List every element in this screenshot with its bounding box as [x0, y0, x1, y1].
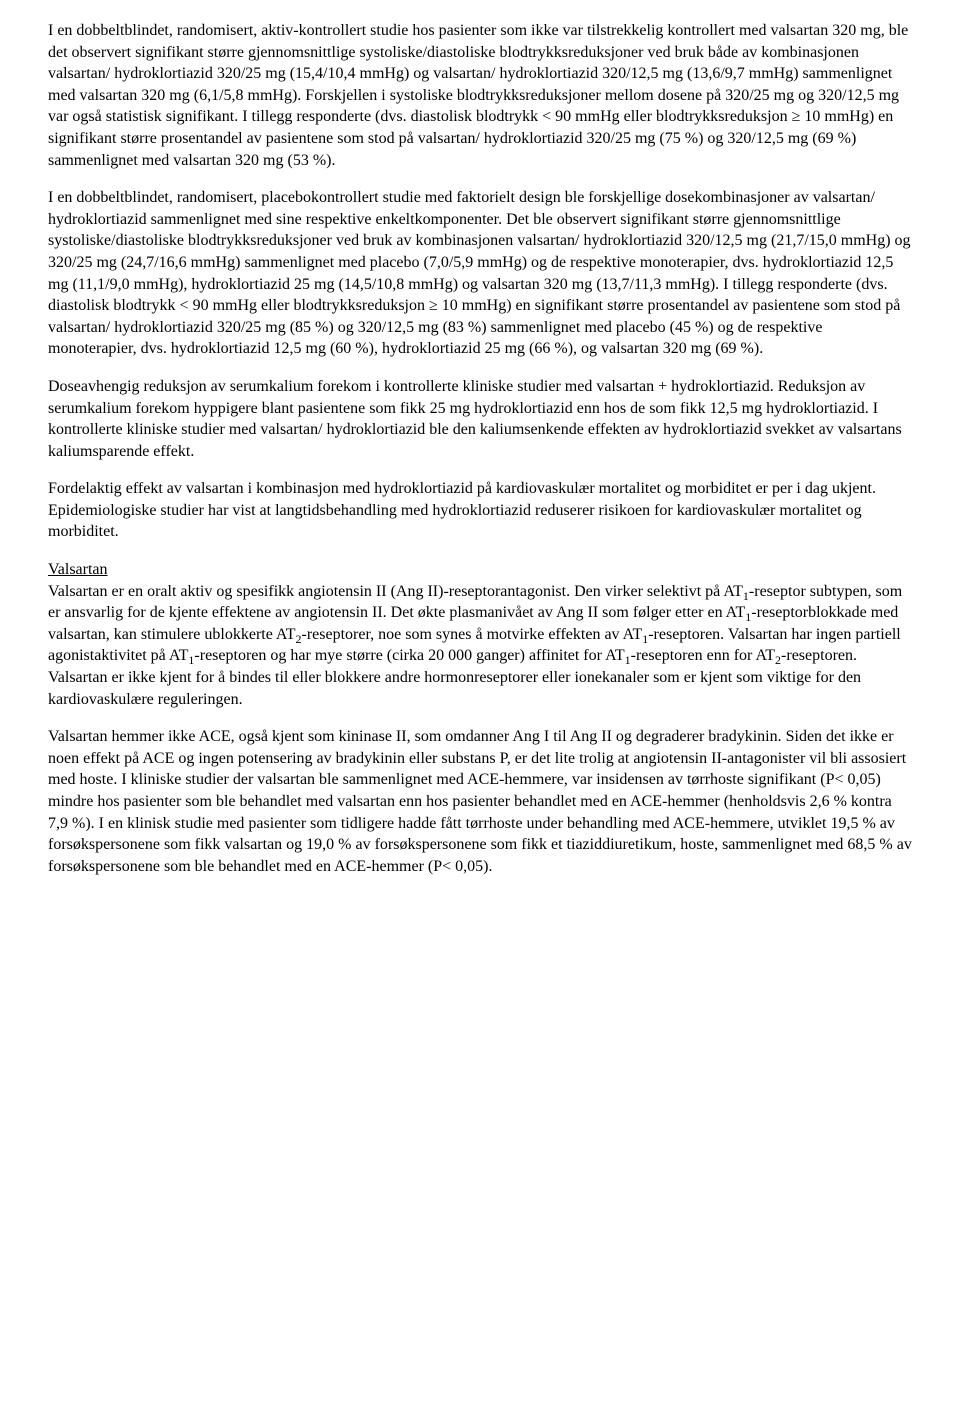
heading-valsartan: Valsartan [48, 559, 912, 581]
text-fragment: -reseptorer, noe som synes å motvirke ef… [301, 626, 642, 643]
paragraph-valsartan-ace: Valsartan hemmer ikke ACE, også kjent so… [48, 726, 912, 877]
text-fragment: -reseptoren enn for AT [631, 647, 775, 664]
text-fragment: Valsartan er en oralt aktiv og spesifikk… [48, 583, 743, 600]
paragraph-mortality-1: Fordelaktig effekt av valsartan i kombin… [48, 478, 912, 500]
paragraph-valsartan-mechanism: Valsartan er en oralt aktiv og spesifikk… [48, 581, 912, 711]
paragraph-study-2: I en dobbeltblindet, randomisert, placeb… [48, 187, 912, 360]
paragraph-mortality-2: Epidemiologiske studier har vist at lang… [48, 500, 912, 543]
paragraph-study-1: I en dobbeltblindet, randomisert, aktiv-… [48, 20, 912, 171]
paragraph-dose-reduction: Doseavhengig reduksjon av serumkalium fo… [48, 376, 912, 462]
text-fragment: -reseptoren og har mye større (cirka 20 … [194, 647, 624, 664]
